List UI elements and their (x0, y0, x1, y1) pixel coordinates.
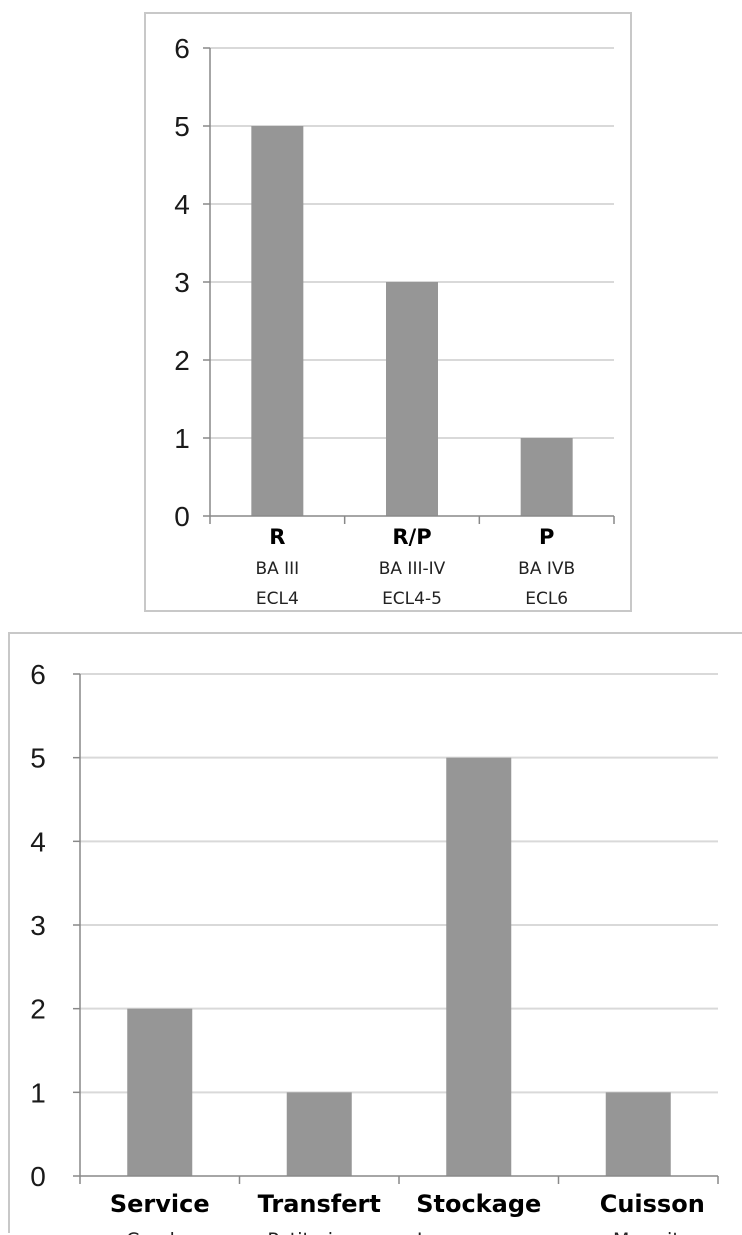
chart-1-y-tick-label: 2 (174, 345, 190, 376)
chart-1-category-sublabel: BA III-IV (379, 559, 446, 579)
chart-1-frame: 0 1 2 3 4 5 6 R BA III ECL4 R/P BA III-IV ECL4-5 P BA … (144, 12, 632, 612)
chart-2-category-sublabel: Marmite (613, 1229, 691, 1235)
chart-2-category-label: Transfert (258, 1190, 381, 1218)
chart-1-y-tick-label: 3 (174, 267, 190, 298)
chart-2-category-sublabel: Jarre (416, 1229, 461, 1235)
chart-1-category-label: R (269, 525, 285, 549)
chart-2-y-tick-label: 3 (30, 910, 46, 941)
chart-2-y-tick-label: 5 (30, 743, 46, 774)
chart-2-y-tick-label: 1 (30, 1077, 46, 1108)
chart-2-frame: 0 1 2 3 4 5 6 Service Cruche Transfert Petite jarr… (8, 632, 742, 1235)
chart-2-bar (605, 1092, 671, 1176)
chart-2-bar (286, 1092, 352, 1176)
chart-2-y-tick-label: 6 (30, 659, 46, 690)
chart-2-category-label: Cuisson (600, 1190, 705, 1218)
chart-1-bar (386, 282, 438, 516)
chart-1-y-tick-label: 1 (174, 423, 190, 454)
chart-1-y-tick-label: 6 (174, 33, 190, 64)
chart-2-y-tick-label: 4 (30, 826, 46, 857)
chart-1-category-sublabel: ECL4 (256, 589, 299, 609)
chart-1-category-label: R/P (392, 525, 431, 549)
chart-2-category-sublabel: Petite jarre (267, 1229, 371, 1235)
chart-1-bar (251, 126, 304, 516)
chart-1-bar (520, 438, 573, 516)
chart-1-category-label: P (539, 525, 554, 549)
chart-2-category-sublabel: Cruche (126, 1229, 193, 1235)
chart-2-y-tick-label: 2 (30, 994, 46, 1025)
chart-1-category-sublabel: BA IVB (518, 559, 575, 579)
chart-2-bar (446, 757, 512, 1176)
chart-1-category-sublabel: BA III (255, 559, 299, 579)
chart-2-svg: 0 1 2 3 4 5 6 Service Cruche Transfert Petite jarr… (30, 659, 719, 1235)
chart-1-category-sublabel: ECL4-5 (382, 589, 442, 609)
chart-1-category-sublabel: ECL6 (525, 589, 568, 609)
chart-2-category-label: Service (110, 1190, 210, 1218)
chart-1-y-tick-label: 0 (174, 501, 190, 532)
chart-2-bar (127, 1008, 193, 1176)
chart-1-svg: 0 1 2 3 4 5 6 R BA III ECL4 R/P BA III-IV ECL4-5 P BA … (174, 33, 615, 609)
chart-2-y-tick-label: 0 (30, 1161, 46, 1192)
chart-2-category-label: Stockage (416, 1190, 541, 1218)
chart-1-y-tick-label: 5 (174, 111, 190, 142)
chart-1-y-tick-label: 4 (174, 189, 190, 220)
